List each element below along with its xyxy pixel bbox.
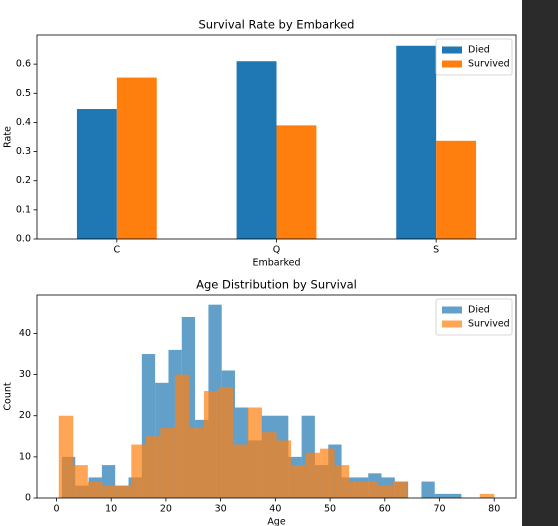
y-tick-label: 0.2 — [16, 175, 31, 186]
bar — [436, 140, 477, 239]
y-tick-label: 0 — [25, 493, 31, 504]
y-axis-label: Rate — [3, 126, 14, 148]
x-tick-label: 50 — [324, 504, 336, 515]
histogram-bar — [58, 415, 74, 498]
histogram-bar — [247, 407, 262, 498]
y-tick-label: 0.3 — [16, 146, 31, 157]
y-tick-label: 40 — [19, 328, 31, 339]
histogram-bar — [160, 428, 175, 498]
x-tick-label: 70 — [433, 504, 445, 515]
histogram-bar — [434, 493, 449, 498]
x-tick-label: 10 — [105, 504, 117, 515]
bar — [76, 109, 117, 239]
x-tick-label: 60 — [379, 504, 391, 515]
x-tick-label: 40 — [269, 504, 281, 515]
histogram-bar — [102, 485, 117, 498]
x-tick-label: S — [433, 245, 439, 256]
histogram-bar — [479, 493, 495, 498]
side-panel — [522, 0, 558, 526]
x-tick-label: C — [114, 245, 121, 256]
histogram-bar — [189, 428, 204, 498]
histogram-bar — [73, 465, 88, 498]
histogram-bar — [131, 444, 146, 498]
x-tick-label: 20 — [160, 504, 172, 515]
axes-frame — [36, 294, 517, 499]
chart-title: Survival Rate by Embarked — [199, 18, 355, 32]
histogram-bar — [174, 374, 190, 498]
histogram-bar — [203, 391, 219, 498]
chart-title: Age Distribution by Survival — [196, 278, 357, 292]
legend-swatch — [442, 306, 462, 314]
histogram-bar — [334, 465, 350, 498]
bar — [116, 77, 157, 239]
legend-label: Survived — [468, 319, 510, 330]
histogram-bar — [349, 481, 364, 498]
x-tick-label: 30 — [215, 504, 227, 515]
histogram-bar — [218, 386, 233, 498]
y-tick-label: 0.6 — [16, 59, 31, 70]
histogram-bar — [261, 432, 277, 498]
y-tick-label: 0.5 — [16, 88, 31, 99]
x-tick-label: 0 — [53, 504, 59, 515]
histogram-bar — [421, 481, 435, 498]
y-axis-label: Count — [3, 382, 14, 410]
y-tick-label: 10 — [19, 451, 31, 462]
axes-frame — [36, 34, 517, 240]
histogram-bar — [116, 485, 132, 498]
bar — [396, 45, 437, 240]
y-tick-label: 30 — [19, 369, 31, 380]
histogram-bar — [448, 493, 462, 498]
bar — [276, 125, 317, 239]
legend-label: Died — [468, 305, 490, 316]
legend-label: Survived — [468, 59, 510, 70]
histogram-bar — [378, 485, 393, 498]
y-tick-label: 0.0 — [16, 234, 31, 245]
x-tick-label: 80 — [488, 504, 500, 515]
histogram-bar — [145, 436, 161, 498]
x-axis-label: Embarked — [252, 258, 300, 269]
histogram-bar — [320, 448, 335, 498]
histogram-bar — [291, 465, 306, 498]
legend-label: Died — [468, 45, 490, 56]
y-tick-label: 20 — [19, 410, 31, 421]
histogram-bar — [276, 440, 292, 498]
legend-swatch — [442, 320, 462, 328]
histogram-bar — [363, 481, 379, 498]
y-tick-label: 0.1 — [16, 204, 31, 215]
histogram-bar — [392, 481, 408, 498]
histogram-bar — [305, 452, 321, 498]
x-tick-label: Q — [273, 245, 280, 256]
legend-swatch — [442, 46, 462, 54]
y-tick-label: 0.4 — [16, 117, 31, 128]
histogram-bar — [87, 481, 103, 498]
histogram-bar — [232, 444, 248, 498]
x-axis-label: Age — [267, 517, 286, 526]
legend-swatch — [442, 60, 462, 68]
bar — [236, 61, 277, 239]
